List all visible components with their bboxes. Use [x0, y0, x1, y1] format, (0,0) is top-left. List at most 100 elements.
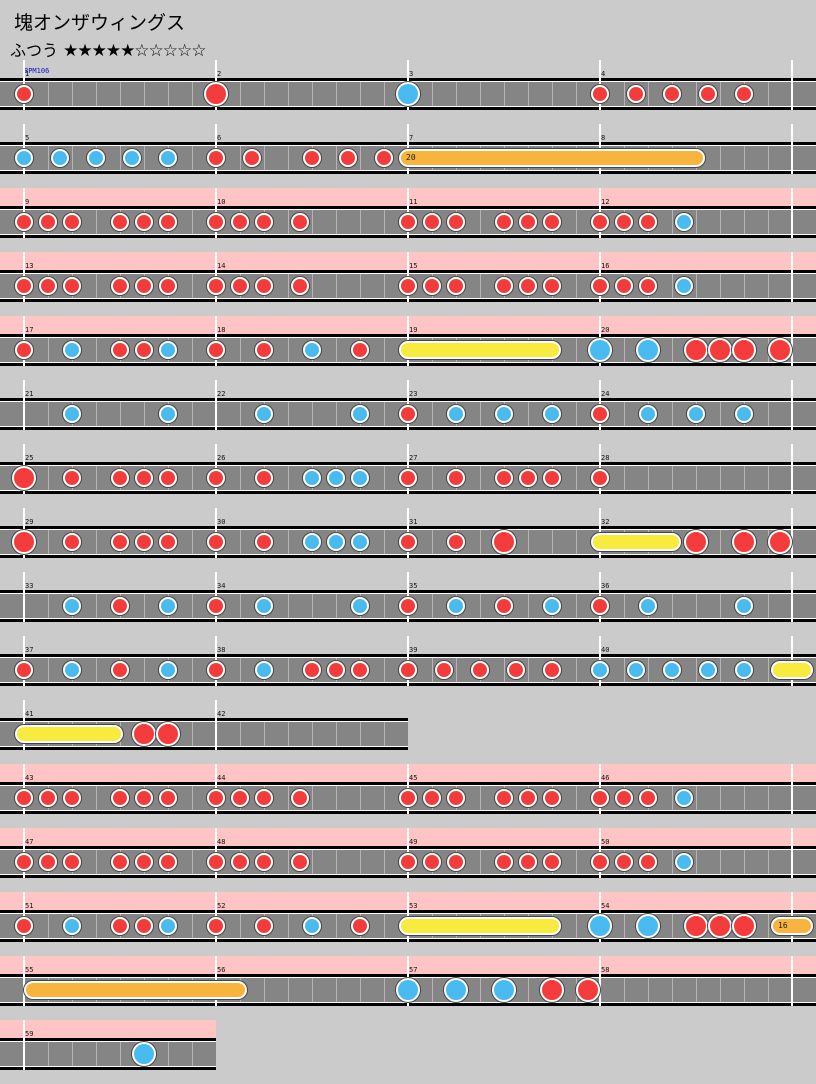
- measure-number: 52: [217, 902, 226, 910]
- beat-tick: [624, 914, 625, 938]
- measure-line: [791, 764, 793, 814]
- beat-tick: [576, 338, 577, 362]
- beat-tick: [144, 402, 145, 426]
- measure-number: 57: [409, 966, 418, 974]
- don-note: [399, 661, 417, 679]
- beat-tick: [312, 402, 313, 426]
- bpm-label: BPM106: [24, 67, 50, 75]
- measure-number: 54: [601, 902, 610, 910]
- measure-line: [215, 892, 217, 910]
- don-note: [111, 661, 129, 679]
- don-note: [243, 149, 261, 167]
- beat-tick: [192, 850, 193, 874]
- don-note: [291, 853, 309, 871]
- big-don-note: [204, 82, 228, 106]
- don-note: [135, 853, 153, 871]
- beat-tick: [96, 274, 97, 298]
- don-note: [399, 789, 417, 807]
- balloon-note: [399, 149, 705, 167]
- ka-note: [687, 405, 705, 423]
- beat-tick: [720, 82, 721, 106]
- beat-tick: [48, 594, 49, 618]
- beat-tick: [48, 338, 49, 362]
- drumroll-note: [771, 661, 813, 679]
- beat-tick: [288, 274, 289, 298]
- measure-line: [599, 444, 601, 462]
- don-note: [15, 85, 33, 103]
- beat-tick: [264, 978, 265, 1002]
- beat-tick: [384, 722, 385, 746]
- measure-number: 5: [25, 134, 30, 142]
- don-note: [519, 469, 537, 487]
- measure-number: 49: [409, 838, 418, 846]
- big-don-note: [684, 530, 708, 554]
- beat-tick: [72, 146, 73, 170]
- lane-edge: [0, 1066, 216, 1067]
- measure-number: 29: [25, 518, 34, 526]
- beat-tick: [720, 530, 721, 554]
- ka-note: [303, 469, 321, 487]
- beat-tick: [192, 466, 193, 490]
- beat-tick: [696, 850, 697, 874]
- measure-number: 59: [25, 1030, 34, 1038]
- measure-line: [215, 316, 217, 334]
- beat-tick: [288, 146, 289, 170]
- measure-line: [791, 508, 793, 558]
- measure-line: [23, 124, 25, 142]
- big-don-note: [768, 530, 792, 554]
- ka-note: [63, 917, 81, 935]
- measure-line: [407, 316, 409, 334]
- don-note: [447, 789, 465, 807]
- drumroll-note: [15, 725, 123, 743]
- measure-line: [599, 124, 601, 142]
- measure-number: 16: [601, 262, 610, 270]
- beat-tick: [192, 274, 193, 298]
- don-note: [255, 533, 273, 551]
- don-note: [375, 149, 393, 167]
- beat-tick: [336, 722, 337, 746]
- don-note: [135, 341, 153, 359]
- beat-tick: [96, 786, 97, 810]
- beat-tick: [528, 594, 529, 618]
- ka-note: [735, 597, 753, 615]
- beat-tick: [624, 402, 625, 426]
- don-note: [207, 149, 225, 167]
- measure-line: [23, 1020, 25, 1038]
- beat-tick: [312, 786, 313, 810]
- beat-tick: [768, 402, 769, 426]
- chart-row: 25 26 27 28: [0, 444, 816, 508]
- beat-tick: [288, 658, 289, 682]
- measure-number: 40: [601, 646, 610, 654]
- beat-tick: [48, 658, 49, 682]
- measure-line: [791, 828, 793, 878]
- measure-number: 1: [25, 70, 30, 78]
- measure-number: 18: [217, 326, 226, 334]
- beat-tick: [48, 1042, 49, 1066]
- measure-number: 32: [601, 518, 610, 526]
- measure-number: 55: [25, 966, 34, 974]
- measure-line: [407, 636, 409, 654]
- beat-tick: [432, 530, 433, 554]
- ka-note: [255, 661, 273, 679]
- don-note: [111, 469, 129, 487]
- beat-tick: [96, 1042, 97, 1066]
- measure-line: [215, 124, 217, 142]
- beat-tick: [696, 978, 697, 1002]
- beat-tick: [480, 210, 481, 234]
- beat-tick: [696, 786, 697, 810]
- measure-line: [791, 316, 793, 366]
- don-note: [543, 213, 561, 231]
- beat-tick: [696, 210, 697, 234]
- beat-tick: [384, 402, 385, 426]
- beat-tick: [192, 530, 193, 554]
- ka-note: [639, 597, 657, 615]
- measure-line: [23, 444, 25, 462]
- beat-tick: [192, 338, 193, 362]
- don-note: [639, 277, 657, 295]
- measure-line: [791, 380, 793, 430]
- measure-line: [791, 188, 793, 238]
- don-note: [735, 85, 753, 103]
- beat-tick: [384, 530, 385, 554]
- don-note: [207, 661, 225, 679]
- beat-tick: [312, 594, 313, 618]
